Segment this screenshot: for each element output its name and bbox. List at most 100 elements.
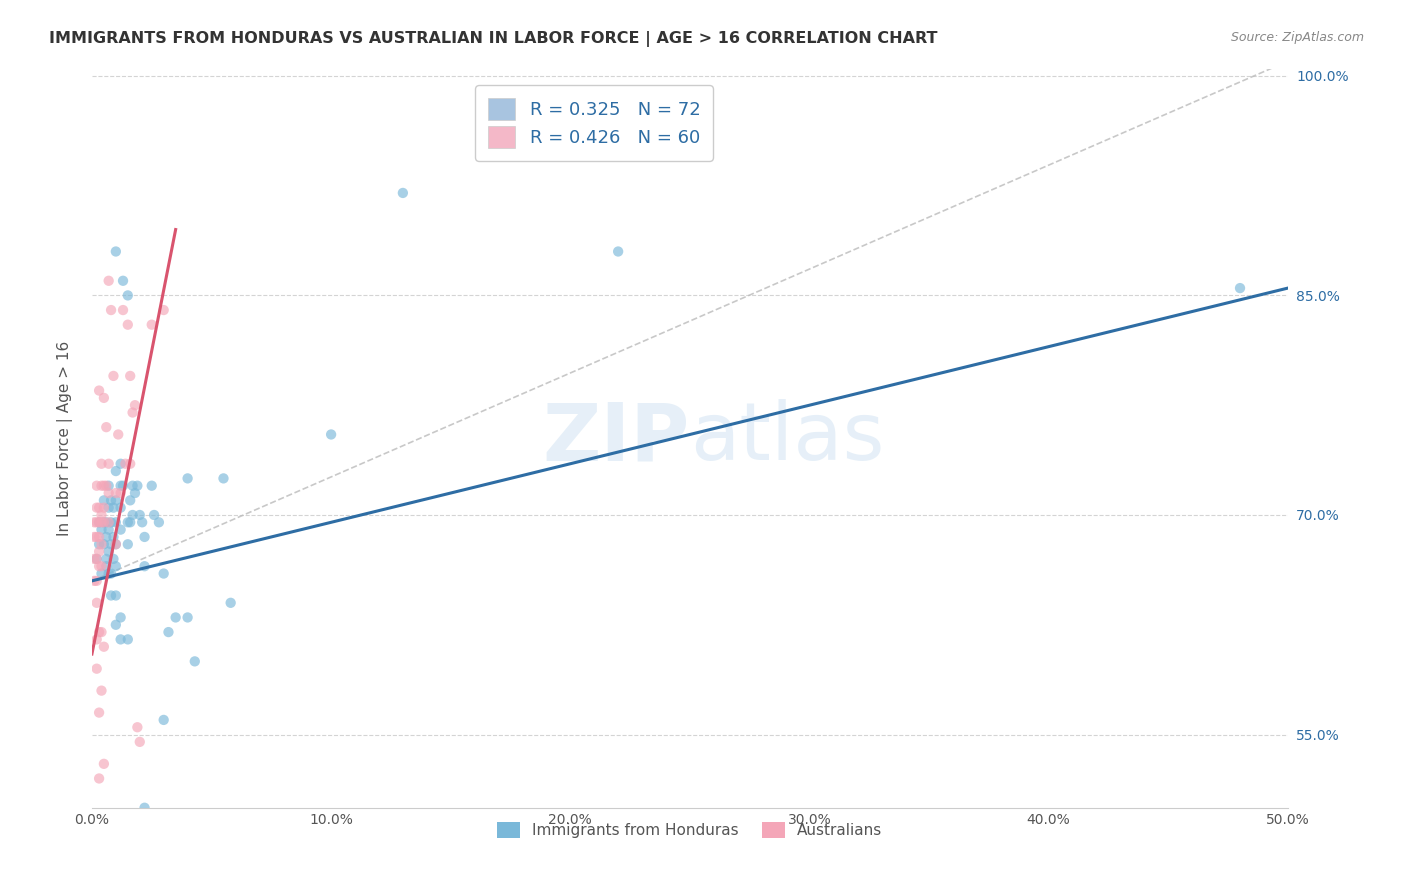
Point xyxy=(87,516,110,530)
Point xyxy=(103,530,125,544)
Text: Source: ZipAtlas.com: Source: ZipAtlas.com xyxy=(1230,31,1364,45)
Point xyxy=(127,720,149,734)
Point xyxy=(86,662,108,676)
Point xyxy=(152,713,174,727)
Point xyxy=(110,632,132,647)
Text: IMMIGRANTS FROM HONDURAS VS AUSTRALIAN IN LABOR FORCE | AGE > 16 CORRELATION CHA: IMMIGRANTS FROM HONDURAS VS AUSTRALIAN I… xyxy=(49,31,938,47)
Point xyxy=(152,566,174,581)
Point xyxy=(100,589,122,603)
Point xyxy=(86,479,108,493)
Point xyxy=(104,493,127,508)
Point xyxy=(176,471,198,485)
Point xyxy=(93,500,115,515)
Point xyxy=(87,537,110,551)
Point xyxy=(152,303,174,318)
Point xyxy=(117,537,139,551)
Point xyxy=(90,457,112,471)
Point xyxy=(93,516,115,530)
Point xyxy=(103,552,125,566)
Point xyxy=(96,479,118,493)
Point xyxy=(87,384,110,398)
Point xyxy=(124,398,146,412)
Point xyxy=(87,530,110,544)
Point xyxy=(107,427,129,442)
Point xyxy=(93,640,115,654)
Point xyxy=(83,552,105,566)
Point xyxy=(86,574,108,588)
Point xyxy=(143,508,166,522)
Point xyxy=(110,500,132,515)
Point xyxy=(141,318,163,332)
Point xyxy=(165,610,187,624)
Point xyxy=(131,516,153,530)
Point xyxy=(83,574,105,588)
Point xyxy=(110,523,132,537)
Point xyxy=(110,610,132,624)
Point xyxy=(127,479,149,493)
Point xyxy=(104,464,127,478)
Point xyxy=(87,544,110,558)
Point xyxy=(100,516,122,530)
Point xyxy=(93,516,115,530)
Point xyxy=(83,530,105,544)
Text: ZIP: ZIP xyxy=(543,399,690,477)
Point xyxy=(100,537,122,551)
Point xyxy=(96,420,118,434)
Point xyxy=(96,516,118,530)
Point xyxy=(86,552,108,566)
Point xyxy=(103,368,125,383)
Point xyxy=(93,537,115,551)
Point xyxy=(87,625,110,640)
Point xyxy=(176,610,198,624)
Point xyxy=(100,493,122,508)
Point xyxy=(86,500,108,515)
Point xyxy=(90,683,112,698)
Point xyxy=(120,368,142,383)
Point xyxy=(86,530,108,544)
Point xyxy=(120,457,142,471)
Point xyxy=(121,479,143,493)
Point xyxy=(86,632,108,647)
Point xyxy=(83,516,105,530)
Text: atlas: atlas xyxy=(690,399,884,477)
Point xyxy=(110,486,132,500)
Point xyxy=(141,479,163,493)
Point xyxy=(321,427,343,442)
Point xyxy=(120,516,142,530)
Point xyxy=(104,589,127,603)
Point xyxy=(97,516,120,530)
Point xyxy=(117,318,139,332)
Point xyxy=(93,479,115,493)
Point xyxy=(134,801,156,815)
Point xyxy=(104,559,127,574)
Point xyxy=(117,632,139,647)
Point xyxy=(87,559,110,574)
Point xyxy=(134,530,156,544)
Point xyxy=(104,516,127,530)
Point xyxy=(111,479,134,493)
Point xyxy=(114,457,136,471)
Point xyxy=(90,537,112,551)
Point xyxy=(111,274,134,288)
Point xyxy=(86,516,108,530)
Point xyxy=(1229,281,1251,295)
Point xyxy=(96,559,118,574)
Point xyxy=(117,516,139,530)
Point xyxy=(100,303,122,318)
Point xyxy=(128,508,150,522)
Point xyxy=(128,735,150,749)
Point xyxy=(90,508,112,522)
Point xyxy=(120,493,142,508)
Point xyxy=(97,566,120,581)
Point xyxy=(157,625,180,640)
Point xyxy=(97,523,120,537)
Point xyxy=(104,486,127,500)
Point xyxy=(110,457,132,471)
Point xyxy=(93,756,115,771)
Point xyxy=(96,530,118,544)
Point xyxy=(97,457,120,471)
Point xyxy=(87,706,110,720)
Point xyxy=(87,772,110,786)
Point xyxy=(184,654,207,668)
Point xyxy=(93,391,115,405)
